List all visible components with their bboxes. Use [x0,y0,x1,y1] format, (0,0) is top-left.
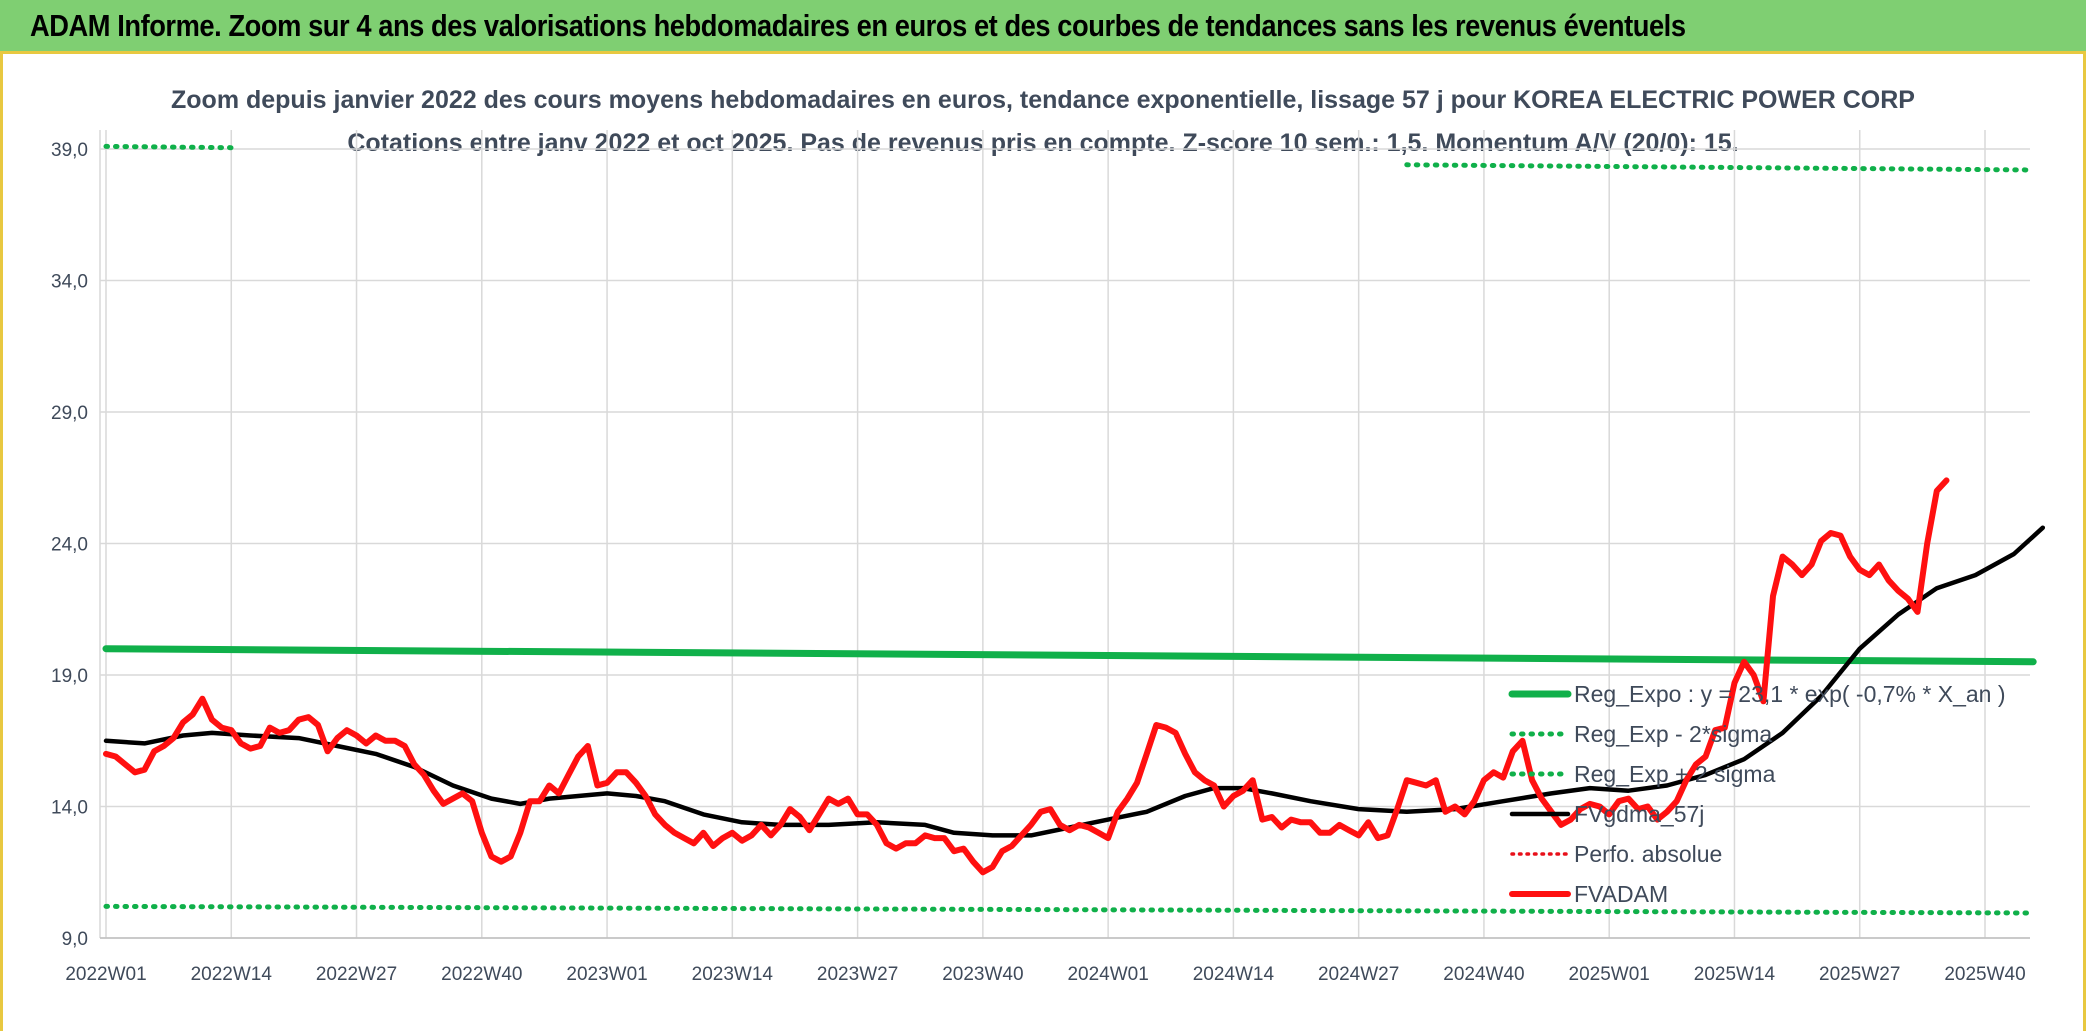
series-line-reg-plus-2sigma [103,143,234,151]
x-tick-label: 2023W40 [942,964,1023,985]
y-tick-label: 24,0 [51,535,88,556]
y-tick-label: 14,0 [51,798,88,819]
chart-frame [0,54,2086,1031]
x-tick-label: 2023W14 [692,964,774,985]
legend-label-reg-plus-2sigma: Reg_Exp + 2 sigma [1574,761,1776,787]
x-tick-label: 2024W01 [1067,964,1148,985]
y-tick-label: 9,0 [62,929,88,950]
legend-label-fvgdma-57j: FVgdma_57j [1574,801,1704,827]
series-layer [102,143,2046,916]
series-line-reg-minus-2sigma [103,903,2036,916]
x-tick-label: 2024W14 [1193,964,1275,985]
grid [99,130,2030,939]
series-line-reg-expo [102,645,2037,666]
x-tick-label: 2023W27 [817,964,898,985]
series-line-fvadam [103,477,1950,876]
chart-subtitle: Cotations entre janv 2022 et oct 2025. P… [347,129,1738,157]
x-tick-label: 2025W01 [1569,964,1650,985]
legend-label-fvadam: FVADAM [1574,881,1668,907]
x-tick-label: 2022W40 [441,964,522,985]
y-tick-label: 19,0 [51,666,88,687]
y-tick-label: 34,0 [51,272,88,293]
report-banner: ADAM Informe. Zoom sur 4 ans des valoris… [0,0,2086,54]
x-tick-label: 2025W27 [1819,964,1900,985]
legend-label-perfo-absolue: Perfo. absolue [1574,841,1722,867]
legend-label-reg-expo: Reg_Expo : y = 23,1 * exp( -0,7% * X_an … [1574,681,2006,707]
x-tick-label: 2024W27 [1318,964,1399,985]
x-axis: 2022W01 2022W14 2022W27 2022W40 2023W01 2023W… [65,964,2025,985]
x-tick-label: 2022W01 [65,964,146,985]
x-tick-label: 2022W27 [316,964,397,985]
x-tick-label: 2025W14 [1694,964,1776,985]
x-tick-label: 2025W40 [1944,964,2025,985]
y-tick-label: 39,0 [51,140,88,161]
y-tick-label: 29,0 [51,403,88,424]
legend-label-reg-minus-2sigma: Reg_Exp - 2*sigma [1574,721,1772,747]
x-tick-label: 2022W14 [191,964,273,985]
x-tick-label: 2024W40 [1443,964,1524,985]
report-title: ADAM Informe. Zoom sur 4 ans des valoris… [30,8,1686,43]
y-axis: 9,0 14,0 19,0 24,0 29,0 34,0 39,0 [51,140,88,950]
legend: Reg_Expo : y = 23,1 * exp( -0,7% * X_an … [1508,681,2006,907]
x-tick-label: 2023W01 [566,964,647,985]
chart-title: Zoom depuis janvier 2022 des cours moyen… [171,86,1915,114]
series-line-reg-plus-2sigma [1404,162,2036,173]
